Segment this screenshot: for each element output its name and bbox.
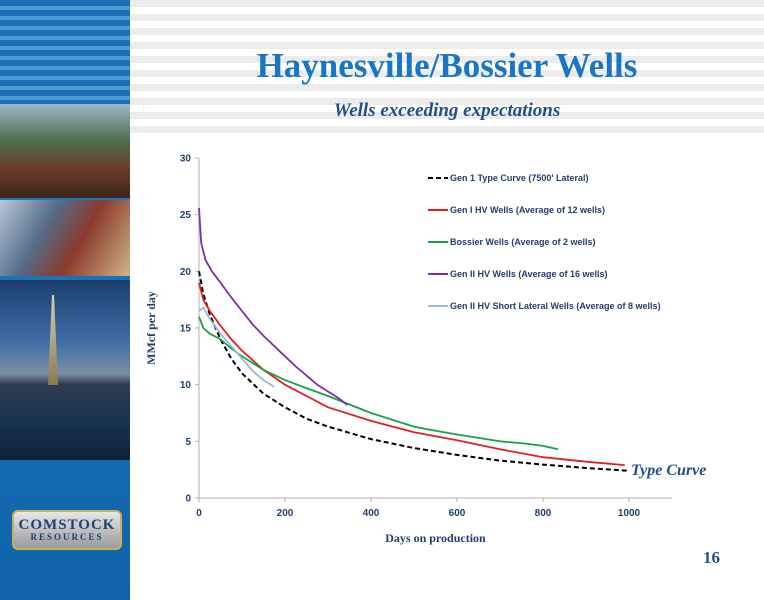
x-axis-title: Days on production bbox=[385, 531, 486, 545]
series-line-5 bbox=[198, 306, 275, 388]
y-tick-label: 30 bbox=[180, 154, 192, 165]
photo-rig-worker bbox=[0, 200, 130, 276]
header-stripes bbox=[130, 0, 764, 140]
x-tick-label: 400 bbox=[363, 508, 380, 519]
slide-title: Haynesville/Bossier Wells bbox=[256, 46, 638, 85]
y-tick-label: 25 bbox=[180, 210, 192, 221]
annotation-1: Type Curve bbox=[631, 462, 706, 479]
photo-rig-at-dusk bbox=[0, 280, 130, 460]
y-tick-label: 10 bbox=[180, 380, 192, 391]
company-logo: COMSTOCK RESOURCES bbox=[12, 510, 122, 550]
y-tick-label: 20 bbox=[180, 267, 192, 278]
legend-label-1: Gen 1 Type Curve (7500' Lateral) bbox=[450, 173, 589, 183]
legend-label-5: Gen II HV Short Lateral Wells (Average o… bbox=[450, 301, 661, 311]
y-tick-label: 15 bbox=[180, 324, 192, 335]
page-number: 16 bbox=[703, 548, 720, 567]
legend-label-3: Bossier Wells (Average of 2 wells) bbox=[450, 237, 596, 247]
series-line-4 bbox=[198, 207, 348, 406]
logo-line2: RESOURCES bbox=[30, 532, 104, 542]
y-axis-title: MMcf per day bbox=[144, 291, 158, 365]
y-tick-label: 0 bbox=[185, 494, 191, 505]
y-tick-label: 5 bbox=[185, 437, 191, 448]
legend-label-2: Gen I HV Wells (Average of 12 wells) bbox=[450, 205, 605, 215]
rig-tower-icon bbox=[48, 295, 58, 385]
x-tick-label: 0 bbox=[196, 508, 202, 519]
x-tick-label: 1000 bbox=[618, 508, 641, 519]
x-tick-label: 800 bbox=[535, 508, 552, 519]
production-chart: 0 5 10 15 20 25 30 0 200 400 600 800 1000 Days on pro… bbox=[144, 154, 706, 546]
photo-drilling-site bbox=[0, 104, 130, 198]
logo-line1: COMSTOCK bbox=[18, 517, 116, 533]
series-line-3 bbox=[198, 316, 559, 451]
series-line-1 bbox=[198, 271, 630, 472]
x-tick-label: 200 bbox=[277, 508, 294, 519]
sidebar-stripes bbox=[0, 0, 130, 104]
x-tick-label: 600 bbox=[449, 508, 466, 519]
legend-label-4: Gen II HV Wells (Average of 16 wells) bbox=[450, 269, 608, 279]
series-line-2 bbox=[198, 282, 625, 466]
slide-subtitle: Wells exceeding expectations bbox=[333, 100, 561, 121]
